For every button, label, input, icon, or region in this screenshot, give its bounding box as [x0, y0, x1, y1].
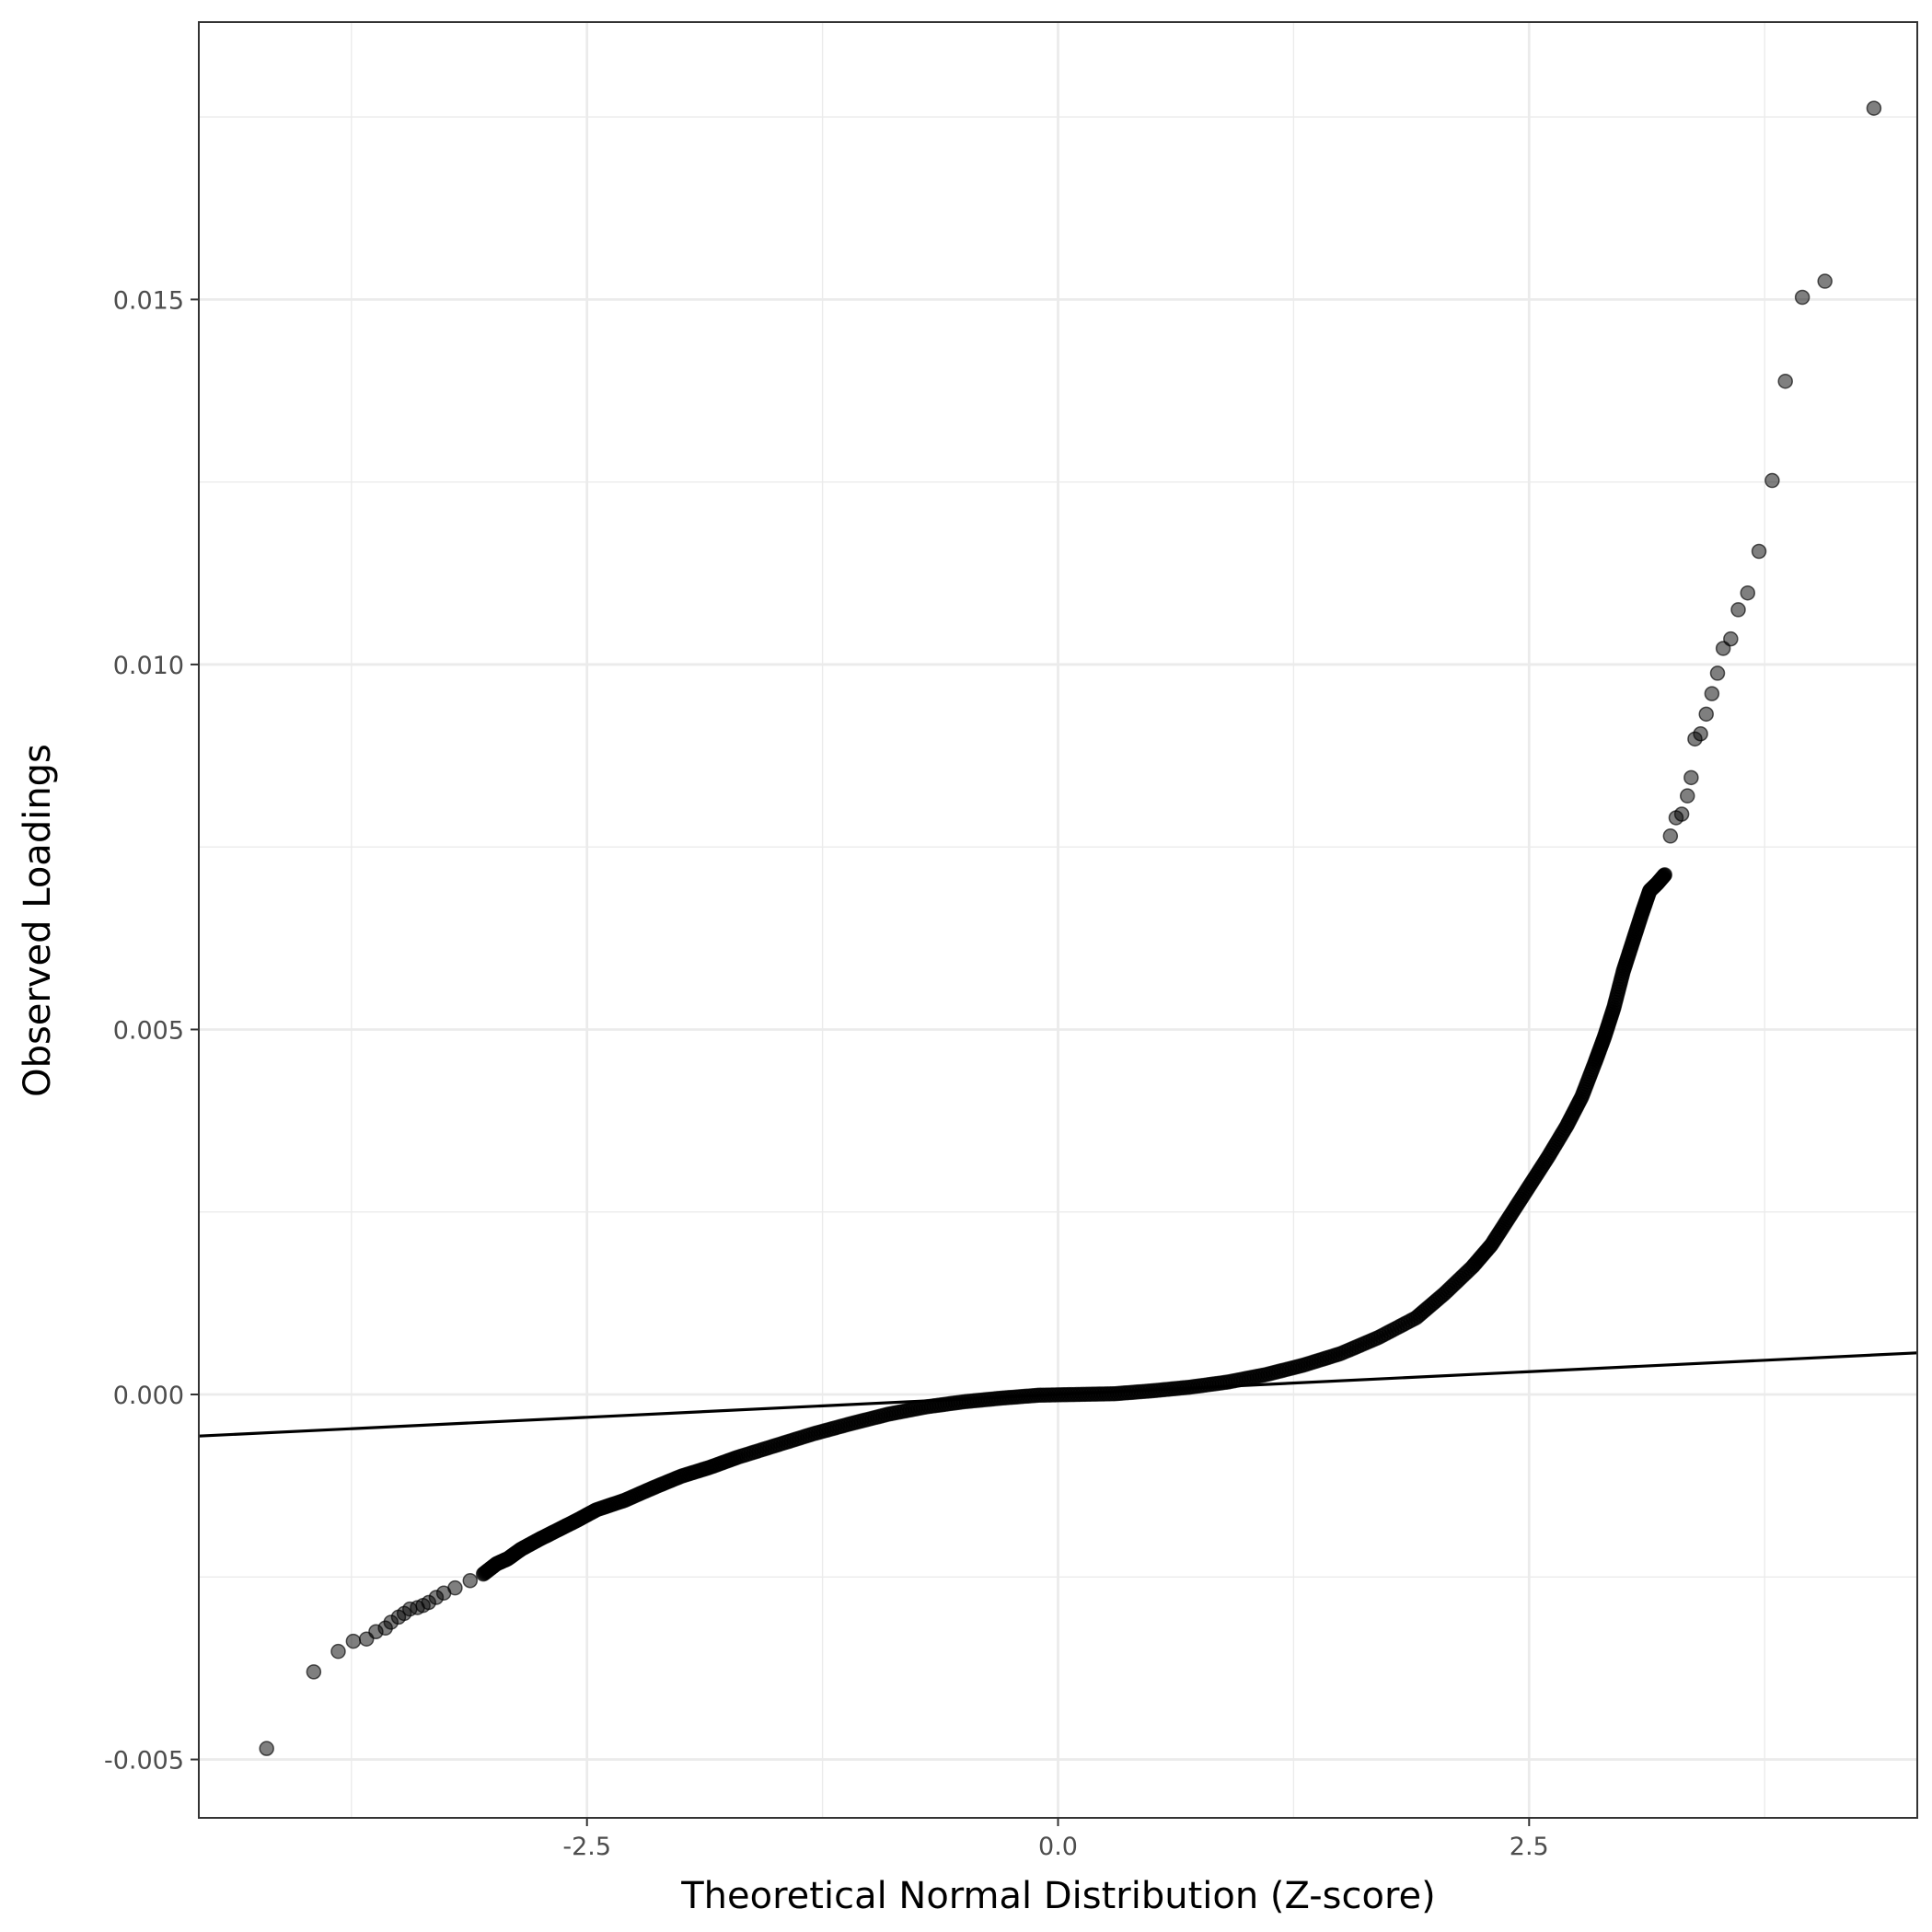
x-axis-title: Theoretical Normal Distribution (Z-score…	[680, 1875, 1436, 1917]
y-tick-label: 0.015	[113, 286, 184, 315]
data-point	[1656, 867, 1672, 884]
y-tick-label: 0.005	[113, 1016, 184, 1045]
y-axis-title: Observed Loadings	[17, 744, 59, 1097]
data-point	[1709, 665, 1726, 681]
y-axis-ticks: -0.005 0.000 0.005 0.010 0.015	[104, 286, 199, 1776]
y-tick-label: 0.000	[113, 1382, 184, 1410]
data-point	[1662, 828, 1679, 844]
data-point	[1740, 584, 1756, 601]
data-point	[1730, 602, 1746, 618]
data-point	[1698, 706, 1714, 723]
plot-panel	[198, 22, 1918, 1818]
data-point	[1723, 631, 1739, 647]
data-point	[306, 1664, 322, 1680]
data-point	[1764, 472, 1780, 489]
data-point	[462, 1572, 479, 1589]
data-point	[1866, 100, 1882, 116]
x-tick-label: -2.5	[562, 1833, 611, 1861]
data-point	[1679, 788, 1695, 804]
data-point	[1817, 273, 1833, 289]
y-tick-label: -0.005	[104, 1747, 184, 1776]
x-axis-ticks: -2.5 0.0 2.5	[562, 1818, 1549, 1861]
data-point	[1673, 806, 1690, 822]
data-point	[330, 1643, 346, 1660]
y-tick-label: 0.010	[113, 652, 184, 680]
data-point	[1751, 543, 1767, 560]
x-tick-label: 0.0	[1038, 1833, 1078, 1861]
x-tick-label: 2.5	[1510, 1833, 1549, 1861]
data-point	[1683, 769, 1699, 786]
data-point	[1777, 373, 1793, 389]
data-point	[259, 1741, 274, 1756]
data-point	[447, 1579, 463, 1596]
data-point	[1794, 289, 1811, 306]
reference-line	[198, 1351, 1918, 1438]
data-point	[1693, 726, 1708, 742]
data-point	[345, 1633, 362, 1649]
data-point	[1704, 686, 1720, 701]
